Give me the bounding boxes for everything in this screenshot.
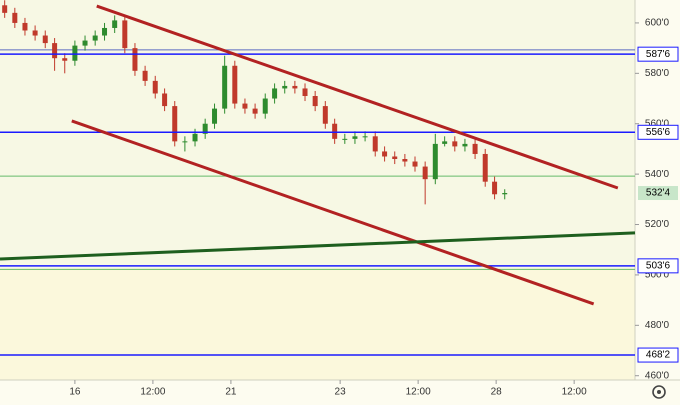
candle-body bbox=[352, 136, 358, 139]
trend-line bbox=[0, 231, 636, 261]
candle-body bbox=[312, 96, 318, 107]
level-label: 468'2 bbox=[646, 350, 671, 361]
y-tick-label: 460'0 bbox=[645, 370, 670, 381]
level-label-box bbox=[637, 258, 679, 274]
last-price-label: 532'4 bbox=[646, 188, 671, 199]
candle-body bbox=[72, 45, 78, 61]
level-label: 556'6 bbox=[646, 127, 671, 138]
candle-body bbox=[82, 40, 88, 46]
candle-body bbox=[142, 70, 148, 81]
candle-body bbox=[492, 181, 498, 195]
settings-icon[interactable] bbox=[652, 385, 666, 399]
candle-body bbox=[282, 85, 288, 89]
candle-body bbox=[212, 108, 218, 124]
candle-body bbox=[12, 12, 18, 23]
candle-body bbox=[482, 153, 488, 182]
candle-body bbox=[372, 136, 378, 152]
candle-body bbox=[122, 20, 128, 49]
candle-body bbox=[172, 106, 178, 142]
y-tick-label: 480'0 bbox=[645, 320, 670, 331]
candle-body bbox=[102, 27, 108, 36]
candle-body bbox=[402, 159, 408, 162]
trend-line bbox=[71, 119, 595, 306]
candle-body bbox=[242, 103, 248, 109]
candle-body bbox=[332, 123, 338, 139]
level-label-box bbox=[637, 124, 679, 140]
x-tick-label: 23 bbox=[335, 387, 347, 398]
candle-body bbox=[232, 65, 238, 104]
gear-ring[interactable] bbox=[652, 385, 666, 399]
x-tick-label: 16 bbox=[69, 387, 81, 398]
candle-body bbox=[292, 85, 298, 89]
candle-body bbox=[392, 156, 398, 160]
x-tick-label: 21 bbox=[225, 387, 237, 398]
y-tick-label: 540'0 bbox=[645, 169, 670, 180]
candle-body bbox=[382, 151, 388, 157]
candle-body bbox=[192, 133, 198, 142]
level-label-box bbox=[637, 347, 679, 363]
candle-body bbox=[422, 166, 428, 180]
candle-body bbox=[362, 136, 368, 138]
candle-body bbox=[462, 143, 468, 147]
candle-body bbox=[162, 93, 168, 107]
x-tick-label: 12:00 bbox=[406, 387, 431, 398]
candle-body bbox=[252, 108, 258, 114]
gear-center[interactable] bbox=[657, 390, 661, 394]
level-label: 503'6 bbox=[646, 260, 671, 271]
candle-body bbox=[182, 141, 188, 143]
candle-body bbox=[502, 193, 508, 195]
candle-body bbox=[262, 98, 268, 114]
level-label: 587'6 bbox=[646, 49, 671, 60]
candle-body bbox=[92, 35, 98, 41]
y-tick-label: 600'0 bbox=[645, 18, 670, 29]
candle-body bbox=[22, 22, 28, 31]
y-tick-label: 520'0 bbox=[645, 219, 670, 230]
level-label-box bbox=[637, 46, 679, 62]
x-tick-label: 28 bbox=[491, 387, 503, 398]
candle-body bbox=[412, 161, 418, 167]
y-tick-label: 560'0 bbox=[645, 118, 670, 129]
candle-body bbox=[2, 5, 8, 13]
candle-body bbox=[442, 141, 448, 144]
plot-background-lower bbox=[0, 268, 635, 380]
candle-body bbox=[432, 143, 438, 180]
y-tick-label: 500'0 bbox=[645, 270, 670, 281]
y-tick-label: 580'0 bbox=[645, 68, 670, 79]
candle-body bbox=[152, 80, 158, 94]
last-price-box bbox=[638, 186, 678, 201]
candle-body bbox=[222, 65, 228, 109]
candle-body bbox=[302, 88, 308, 97]
candle-body bbox=[62, 58, 68, 61]
candle-body bbox=[42, 35, 48, 44]
candle-body bbox=[272, 88, 278, 99]
x-axis-area bbox=[0, 380, 680, 405]
candle-body bbox=[452, 141, 458, 147]
candle-body bbox=[132, 48, 138, 71]
candle-body bbox=[52, 43, 58, 59]
candle-body bbox=[202, 123, 208, 134]
candle-body bbox=[342, 138, 348, 140]
candle-body bbox=[112, 20, 118, 28]
x-tick-label: 12:00 bbox=[562, 387, 587, 398]
candle-body bbox=[32, 30, 38, 36]
candle-body bbox=[472, 143, 478, 154]
candle-body bbox=[322, 106, 328, 124]
trend-line bbox=[96, 4, 619, 190]
x-tick-label: 12:00 bbox=[140, 387, 165, 398]
